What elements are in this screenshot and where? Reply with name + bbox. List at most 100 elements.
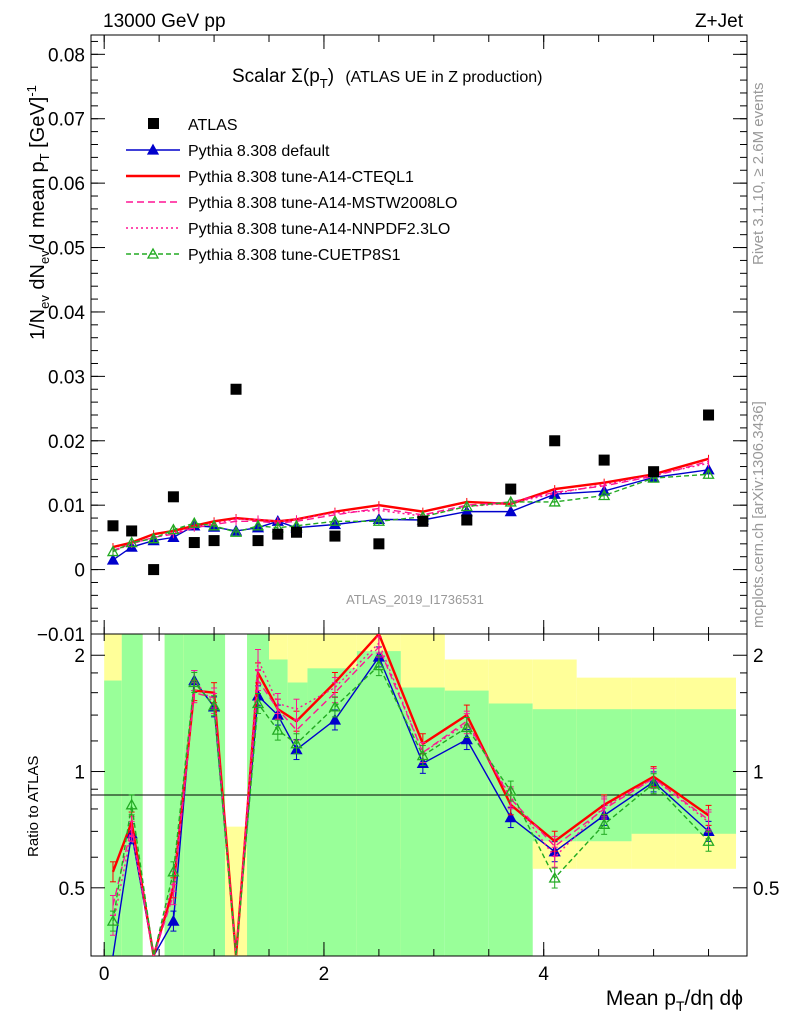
- x-axis-label: Mean pT/dη dϕ: [606, 987, 743, 1014]
- main-ytick-label: 0.02: [48, 432, 85, 453]
- ratio-point-cuetp: [647, 777, 660, 789]
- ratio-point-cuetp: [271, 723, 284, 735]
- atlas-point: [188, 537, 200, 549]
- legend-label-def: Pythia 8.308 default: [188, 143, 330, 160]
- ratio-point-cuetp: [372, 659, 385, 671]
- atlas-point: [252, 535, 264, 547]
- main-ytick-label: 0.08: [48, 45, 85, 66]
- ratio-ytick-label-right: 2: [753, 646, 764, 667]
- atlas-point: [290, 526, 302, 538]
- main-series-layer: [106, 383, 715, 576]
- main-line-nnpdf: [112, 462, 709, 553]
- band-green-8: [307, 668, 357, 956]
- ratio-point-cuetp: [504, 784, 517, 796]
- title-main: Scalar Σ(p: [232, 66, 320, 87]
- xtick-label: 4: [538, 964, 549, 985]
- atlas-point: [230, 383, 242, 395]
- main-line-cteq: [112, 457, 709, 549]
- main-point-cuetp: [167, 523, 180, 535]
- rivet-version-label: Rivet 3.1.10, ≥ 2.6M events: [750, 83, 767, 266]
- ratio-ytick-label: 2: [74, 646, 85, 667]
- main-point-cuetp: [548, 495, 561, 507]
- atlas-point: [598, 454, 610, 466]
- legend-label-nnpdf: Pythia 8.308 tune-A14-NNPDF2.3LO: [188, 221, 450, 238]
- legend: ATLAS Pythia 8.308 default Pythia 8.308 tu…: [126, 117, 457, 264]
- main-ytick-label: −0.01: [37, 625, 85, 646]
- atlas-point: [373, 538, 385, 550]
- atlas-point: [208, 535, 220, 547]
- ratio-point-def: [167, 914, 180, 926]
- legend-label-atlas: ATLAS: [188, 117, 238, 134]
- main-y-axis-label: 1/Nev dNev/d mean pT [GeV]-1: [24, 85, 52, 340]
- legend-marker-cuetp: [146, 247, 160, 259]
- axis-tick-labels: −0.01 0 0.01 0.02 0.03 0.04 0.05 0.06 0.07 0.08 0 2…: [37, 45, 780, 985]
- main-ytick-label: 0.04: [48, 303, 85, 324]
- main-point-cuetp: [702, 467, 715, 479]
- main-point-cuetp: [106, 545, 120, 557]
- ratio-point-cuetp: [460, 721, 473, 733]
- ratio-point-cuetp: [702, 834, 715, 846]
- main-ytick-label: 0.07: [48, 110, 85, 131]
- xtick-label: 0: [99, 964, 110, 985]
- ratio-point-def: [504, 811, 517, 823]
- atlas-point: [126, 525, 138, 537]
- main-ytick-label: 0.01: [48, 496, 85, 517]
- title-subscript: T: [320, 76, 328, 91]
- ratio-ytick-label-right: 1: [753, 763, 764, 784]
- main-point-def: [106, 553, 120, 565]
- atlas-point: [107, 520, 119, 532]
- title-close: ): [328, 66, 334, 87]
- legend-marker-atlas: [148, 118, 159, 129]
- ratio-point-cuetp: [548, 871, 561, 883]
- ratio-point-cuetp: [188, 676, 201, 688]
- legend-label-cteq: Pythia 8.308 tune-A14-CTEQL1: [188, 169, 414, 186]
- main-point-cuetp: [229, 525, 243, 537]
- main-line-def: [112, 469, 709, 561]
- atlas-point: [167, 491, 179, 503]
- main-point-cuetp: [251, 519, 265, 531]
- main-point-cuetp: [125, 536, 138, 548]
- main-ytick-label: 0.05: [48, 239, 85, 260]
- main-point-cuetp: [647, 471, 660, 483]
- ratio-point-def: [460, 733, 473, 745]
- band-green-0: [104, 680, 122, 956]
- ratio-point-cuetp: [290, 737, 303, 749]
- main-ytick-label: 0: [74, 561, 85, 582]
- atlas-point: [461, 514, 473, 526]
- main-point-cuetp: [460, 500, 473, 512]
- main-point-def: [504, 505, 517, 517]
- ratio-point-cuetp: [416, 749, 429, 761]
- legend-marker-def: [146, 143, 160, 155]
- ratio-series-layer: [106, 634, 715, 956]
- main-point-cuetp: [504, 495, 517, 507]
- xtick-label: 2: [319, 964, 330, 985]
- ratio-ytick-label: 1: [74, 763, 85, 784]
- band-green-9: [356, 651, 401, 956]
- main-point-cuetp: [207, 519, 221, 531]
- atlas-point: [703, 409, 715, 421]
- ratio-point-cuetp: [207, 699, 221, 711]
- ratio-point-cuetp: [125, 798, 138, 810]
- ratio-point-cuetp: [251, 697, 265, 709]
- main-point-cuetp: [328, 514, 342, 526]
- legend-label-mstw: Pythia 8.308 tune-A14-MSTW2008LO: [188, 195, 457, 212]
- atlas-point: [329, 530, 341, 542]
- main-ytick-label: 0.03: [48, 367, 85, 388]
- ratio-series-inner: [106, 634, 715, 956]
- atlas-point: [148, 564, 160, 576]
- ratio-point-cuetp: [106, 914, 120, 926]
- ratio-ytick-label: 0.5: [59, 879, 85, 900]
- atlas-point: [417, 515, 429, 527]
- ratio-ytick-label-right: 0.5: [753, 879, 779, 900]
- atlas-point: [505, 483, 517, 495]
- ratio-point-def: [328, 713, 342, 725]
- main-point-cuetp: [598, 489, 611, 501]
- ratio-point-cuetp: [598, 817, 611, 829]
- title-rest: (ATLAS UE in Z production): [345, 69, 542, 86]
- band-yellow-4: [225, 826, 248, 956]
- band-green-16: [675, 709, 737, 834]
- main-point-cuetp: [188, 516, 201, 528]
- atlas-point: [272, 528, 284, 540]
- main-point-cuetp: [372, 514, 385, 526]
